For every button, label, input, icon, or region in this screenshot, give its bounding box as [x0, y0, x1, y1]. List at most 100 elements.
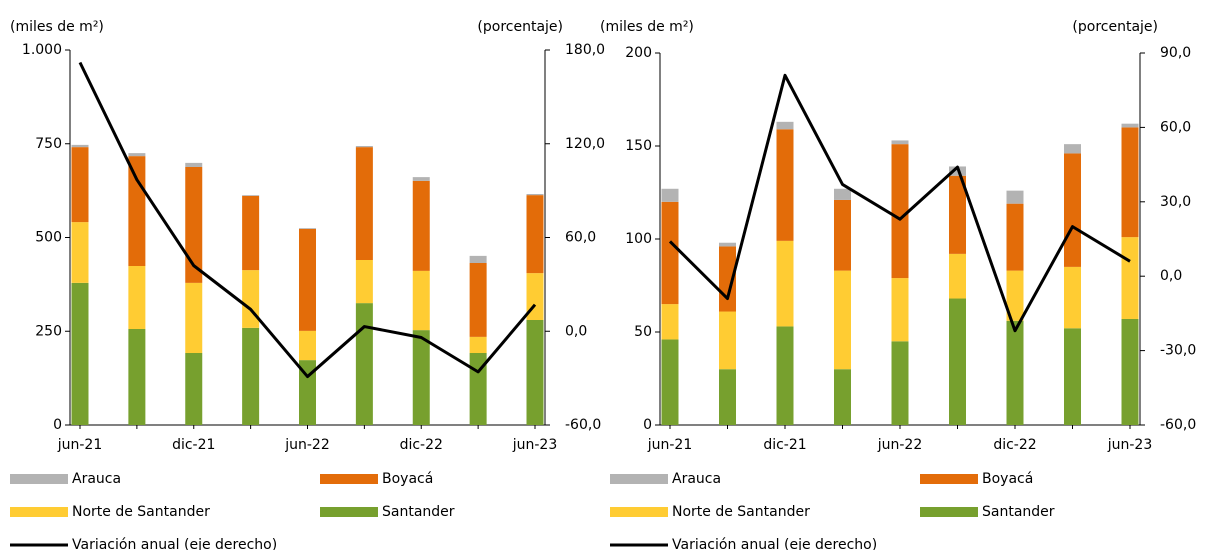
bar-segment: [891, 140, 909, 145]
bar-segment: [412, 270, 430, 331]
legend-swatch: [610, 474, 668, 484]
legend-label: Norte de Santander: [72, 504, 210, 520]
legend-label: Variación anual (eje derecho): [672, 537, 877, 550]
x-tick-label: dic-21: [763, 437, 806, 453]
legend-swatch: [320, 474, 378, 484]
bar-segment: [299, 228, 316, 229]
bar-segment: [1121, 123, 1139, 128]
x-tick-label: jun-23: [512, 437, 558, 453]
x-tick-label: jun-22: [284, 437, 330, 453]
y-axis-label: (miles de m²): [10, 19, 104, 35]
bar-segment: [1064, 328, 1081, 425]
bar-segment: [834, 199, 851, 271]
y2-tick-label: 180,0: [565, 42, 605, 58]
bar-segment: [71, 147, 89, 223]
bar-segment: [834, 188, 851, 200]
legend-label: Boyacá: [982, 471, 1033, 487]
bar-segment: [412, 330, 430, 425]
y-tick-label: 750: [35, 136, 62, 152]
y2-tick-label: 60,0: [1160, 119, 1191, 135]
bar-segment: [299, 360, 316, 425]
y2-axis-label: (porcentaje): [477, 19, 563, 35]
y2-tick-label: 0,0: [565, 323, 587, 339]
y-tick-label: 250: [35, 323, 62, 339]
bar-segment: [526, 320, 544, 425]
y-tick-label: 50: [634, 324, 652, 340]
bar-segment: [71, 144, 89, 148]
legend-swatch: [10, 474, 68, 484]
legend-swatch: [320, 507, 378, 517]
legend-label: Arauca: [72, 471, 121, 487]
bar-segment: [1121, 318, 1139, 425]
bar-segment: [949, 175, 966, 254]
legend-swatch: [610, 507, 668, 517]
bar-segment: [355, 147, 373, 260]
y-tick-label: 0: [643, 417, 652, 433]
bar-segment: [834, 270, 851, 370]
y-tick-label: 500: [35, 230, 62, 246]
legend-label: Boyacá: [382, 471, 433, 487]
bar-segment: [185, 282, 203, 353]
y2-tick-label: 60,0: [565, 230, 596, 246]
x-tick-label: dic-21: [172, 437, 215, 453]
bar-segment: [1006, 320, 1024, 425]
bar-segment: [242, 195, 260, 271]
bar-segment: [185, 167, 203, 283]
y-tick-label: 200: [625, 45, 652, 61]
bar-segment: [469, 263, 487, 337]
x-tick-label: dic-22: [993, 437, 1036, 453]
y2-tick-label: 120,0: [565, 136, 605, 152]
bar-segment: [355, 260, 373, 304]
y2-tick-label: 0,0: [1160, 268, 1182, 284]
bar-segment: [719, 311, 736, 370]
bar-segment: [526, 195, 544, 274]
bar-segment: [719, 369, 736, 425]
bar-segment: [355, 303, 373, 425]
bar-segment: [355, 146, 373, 148]
bar-segment: [949, 253, 966, 299]
y2-tick-label: 90,0: [1160, 45, 1191, 61]
bar-segment: [299, 330, 316, 361]
legend-swatch: [10, 507, 68, 517]
bar-segment: [128, 266, 146, 329]
bar-segment: [128, 156, 146, 266]
y2-tick-label: -30,0: [1160, 343, 1196, 359]
bar-segment: [185, 162, 203, 167]
bar-segment: [776, 129, 794, 241]
bar-segment: [891, 341, 909, 425]
bar-segment: [891, 278, 909, 342]
bar-segment: [776, 121, 794, 130]
bar-segment: [661, 188, 679, 202]
bar-segment: [661, 201, 679, 305]
y-tick-label: 1.000: [22, 42, 62, 58]
bar-segment: [1121, 127, 1139, 238]
bar-segment: [242, 195, 260, 196]
y2-tick-label: -60,0: [565, 417, 601, 433]
y2-axis-label: (porcentaje): [1072, 19, 1158, 35]
bar-segment: [412, 180, 430, 271]
bar-segment: [661, 339, 679, 425]
bar-segment: [949, 298, 966, 425]
bar-segment: [128, 329, 146, 425]
bar-segment: [834, 369, 851, 425]
y2-tick-label: 30,0: [1160, 194, 1191, 210]
x-tick-label: dic-22: [400, 437, 443, 453]
bar-segment: [526, 194, 544, 196]
bar-segment: [776, 240, 794, 327]
bar-segment: [242, 270, 260, 328]
bar-segment: [185, 353, 203, 425]
line-series: [668, 73, 1131, 333]
bar-segment: [1006, 190, 1024, 204]
x-tick-label: jun-23: [1107, 437, 1153, 453]
bar-segment: [1064, 153, 1081, 267]
bar-segment: [128, 153, 146, 157]
y-tick-label: 150: [625, 138, 652, 154]
legend-swatch: [920, 474, 978, 484]
bar-segment: [719, 242, 736, 247]
bar-segment: [71, 222, 89, 283]
legend-label: Variación anual (eje derecho): [72, 537, 277, 550]
y-axis-label: (miles de m²): [600, 19, 694, 35]
y-tick-label: 100: [625, 231, 652, 247]
line-series: [78, 61, 537, 379]
